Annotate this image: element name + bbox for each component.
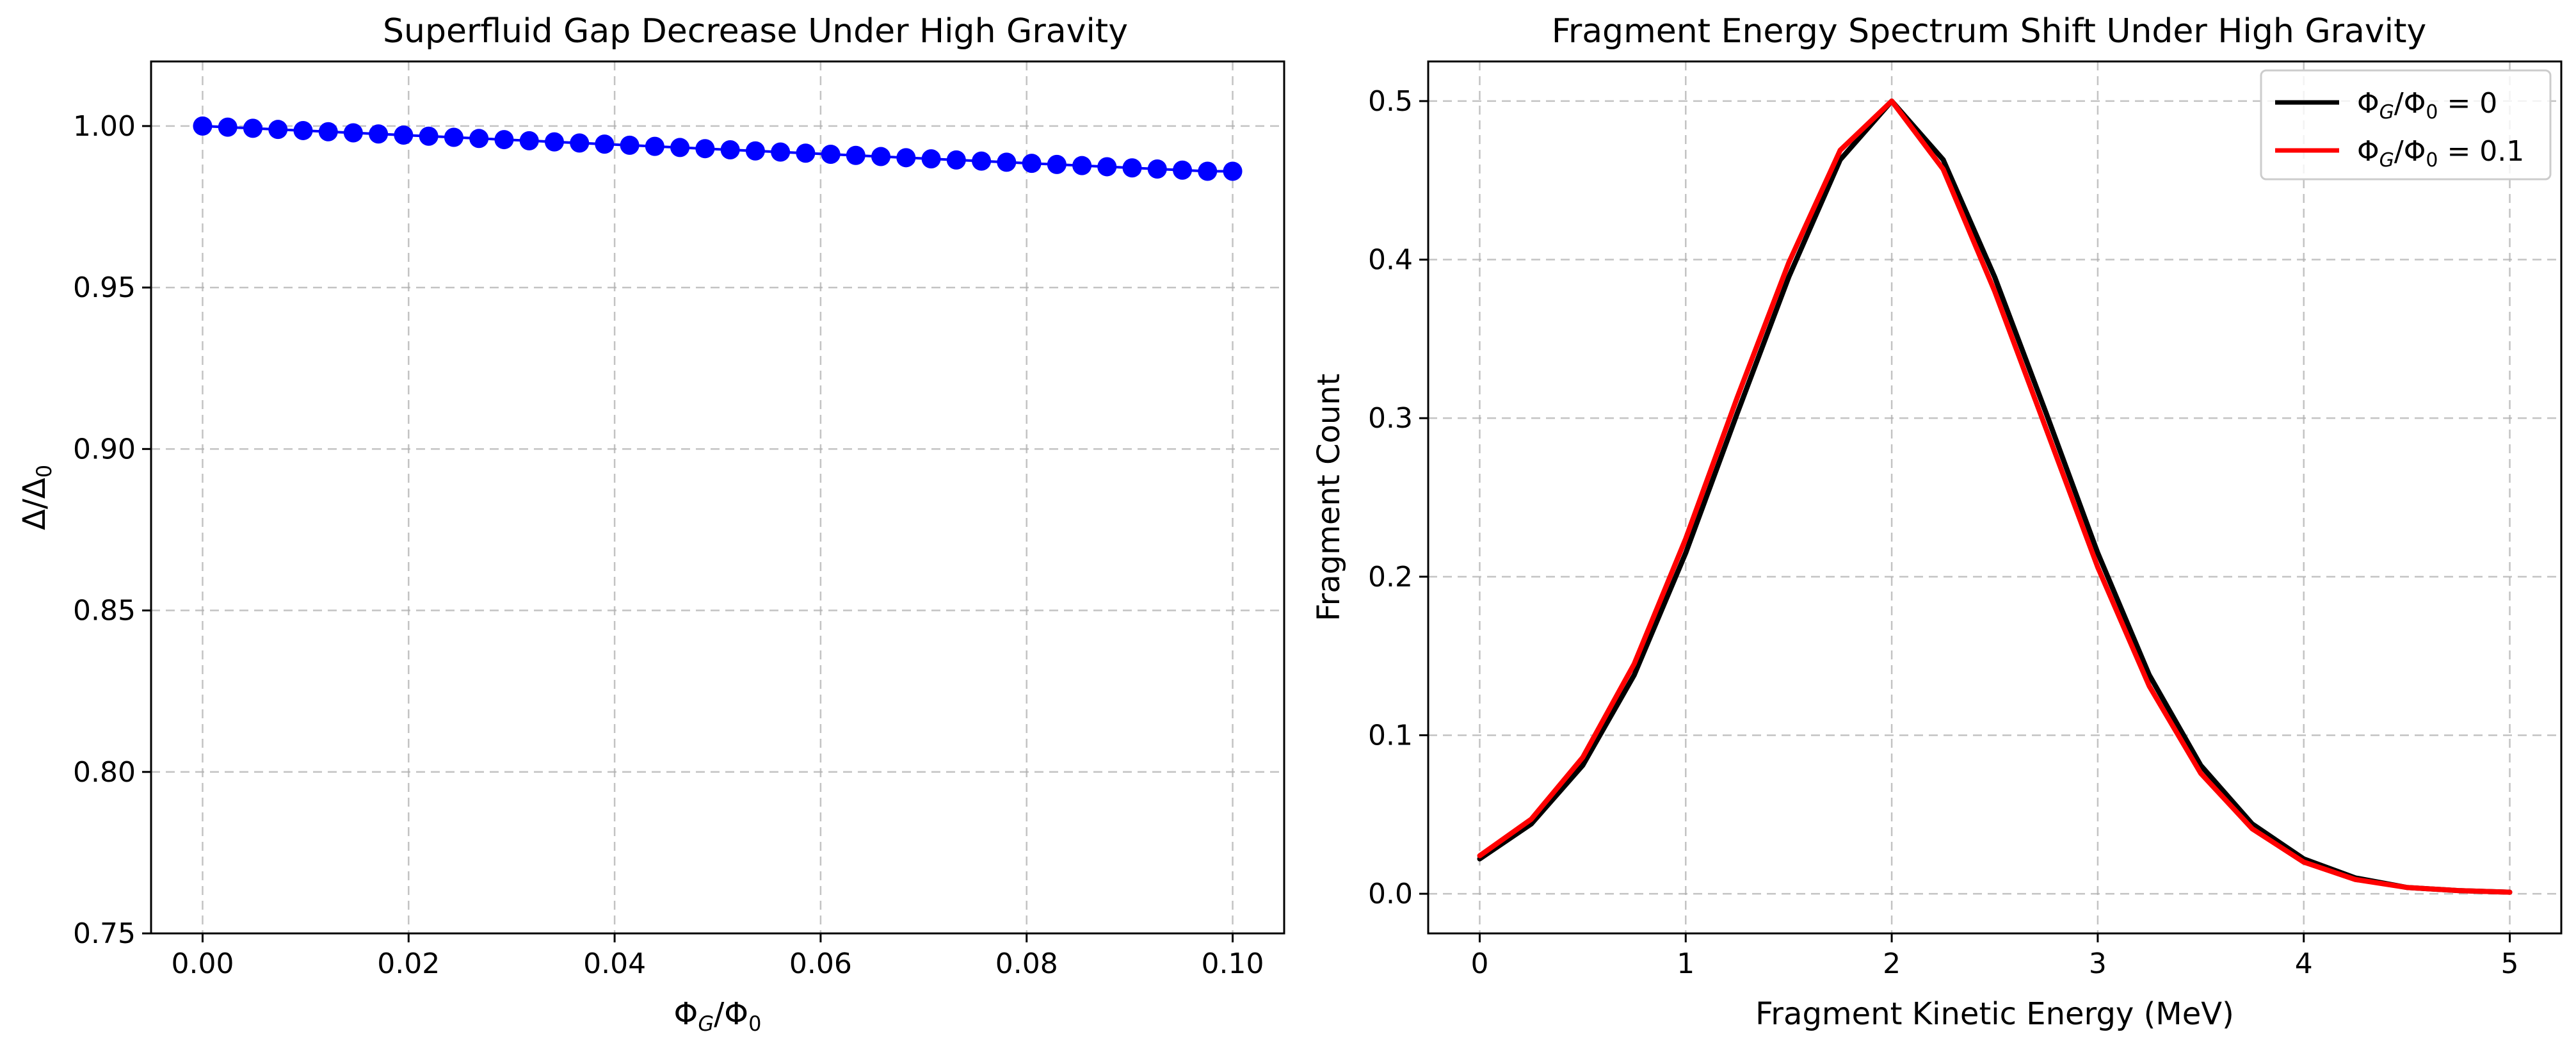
plot-frame xyxy=(1427,60,2563,935)
data-point xyxy=(1022,154,1042,173)
data-point xyxy=(1122,158,1142,178)
data-point xyxy=(369,124,389,144)
data-point xyxy=(670,138,690,157)
y-axis-label: Δ/Δ0 xyxy=(17,465,56,530)
data-point xyxy=(620,135,640,155)
data-point xyxy=(1198,161,1218,181)
data-point xyxy=(293,120,313,140)
x-tick-label: 0.10 xyxy=(1202,947,1264,980)
data-point xyxy=(570,133,590,153)
data-point xyxy=(695,139,715,159)
spectrum-chart: Fragment Energy Spectrum Shift Under Hig… xyxy=(1311,12,2563,1032)
data-point xyxy=(972,151,992,171)
legend: ΦG/Φ0 = 0 ΦG/Φ0 = 0.1 xyxy=(2260,69,2552,181)
legend-label-series-1: ΦG/Φ0 = 0.1 xyxy=(2357,135,2524,172)
data-point xyxy=(444,127,463,147)
x-tick-label: 0.00 xyxy=(171,947,234,980)
data-point xyxy=(1047,154,1067,174)
data-point xyxy=(946,150,966,170)
data-point xyxy=(821,145,841,165)
y-tick-label: 0.95 xyxy=(73,271,136,304)
y-tick-label: 0.90 xyxy=(73,433,136,465)
data-point xyxy=(771,142,791,162)
data-point xyxy=(595,134,615,154)
data-point xyxy=(519,131,539,150)
y-tick-label: 0.80 xyxy=(73,756,136,789)
data-point xyxy=(896,148,916,168)
data-point xyxy=(921,149,941,169)
legend-label-series-0: ΦG/Φ0 = 0 xyxy=(2357,87,2497,124)
series-line-0 xyxy=(1477,98,2513,895)
data-point xyxy=(1097,157,1117,177)
x-tick-label: 0.04 xyxy=(583,947,646,980)
x-tick-label: 3 xyxy=(2089,947,2107,980)
y-tick-label: 0.85 xyxy=(73,595,136,627)
x-tick-label: 1 xyxy=(1677,947,1695,980)
y-tick-label: 0.1 xyxy=(1368,719,1413,752)
x-axis-label: ΦG/Φ0 xyxy=(674,996,762,1036)
x-axis-label-phi: Φ xyxy=(674,996,698,1032)
chart-title: Superfluid Gap Decrease Under High Gravi… xyxy=(383,12,1128,51)
x-tick-label: 2 xyxy=(1883,947,1901,980)
plot-frame xyxy=(150,60,1285,935)
series-line-1 xyxy=(1477,98,2513,895)
data-point xyxy=(218,117,237,137)
x-tick-label: 5 xyxy=(2501,947,2519,980)
data-point xyxy=(846,145,865,165)
gap-chart: Superfluid Gap Decrease Under High Gravi… xyxy=(17,12,1285,1036)
x-tick-label: 0 xyxy=(1470,947,1488,980)
data-point xyxy=(645,136,664,156)
x-tick-label: 4 xyxy=(2295,947,2313,980)
data-point xyxy=(243,118,262,138)
data-point xyxy=(544,132,564,152)
data-point xyxy=(268,120,288,140)
data-point xyxy=(1223,161,1243,181)
data-point xyxy=(1147,159,1167,179)
y-tick-label: 0.5 xyxy=(1368,85,1413,118)
x-tick-label: 0.06 xyxy=(789,947,852,980)
data-point xyxy=(871,147,891,166)
data-point xyxy=(419,126,439,146)
y-tick-label: 0.2 xyxy=(1368,561,1413,593)
data-point xyxy=(1173,160,1193,180)
y-tick-label: 0.4 xyxy=(1368,244,1413,277)
y-tick-label: 0.0 xyxy=(1368,878,1413,910)
chart-title: Fragment Energy Spectrum Shift Under Hig… xyxy=(1552,12,2427,51)
y-axis-label: Fragment Count xyxy=(1311,373,1347,621)
x-tick-label: 0.02 xyxy=(377,947,440,980)
data-point xyxy=(997,152,1017,172)
data-point xyxy=(318,122,338,141)
x-axis-label: Fragment Kinetic Energy (MeV) xyxy=(1755,996,2234,1032)
data-point xyxy=(745,141,765,161)
data-point xyxy=(796,143,816,163)
data-point xyxy=(193,116,213,136)
data-point xyxy=(720,140,740,159)
data-point xyxy=(494,130,514,150)
y-tick-label: 0.3 xyxy=(1368,402,1413,435)
data-point xyxy=(469,129,489,149)
y-tick-label: 1.00 xyxy=(73,110,136,143)
x-tick-label: 0.08 xyxy=(995,947,1058,980)
data-point xyxy=(1072,156,1092,175)
data-point xyxy=(394,125,414,145)
data-point xyxy=(343,123,363,143)
y-tick-label: 0.75 xyxy=(73,917,136,950)
